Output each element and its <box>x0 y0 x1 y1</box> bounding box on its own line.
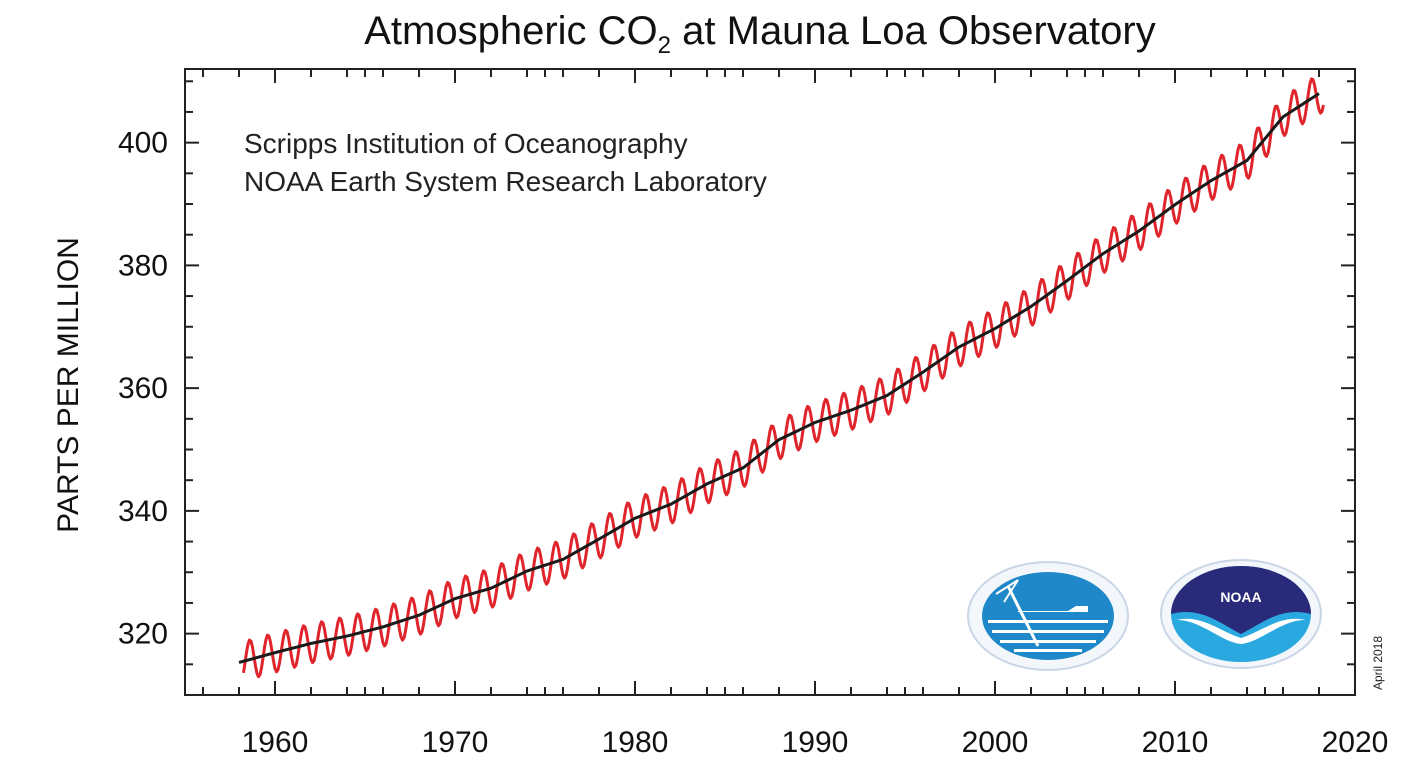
annotation-scripps: Scripps Institution of Oceanography <box>244 128 688 159</box>
chart-title: Atmospheric CO2 at Mauna Loa Observatory <box>364 9 1156 59</box>
axis-tick-labels: 1960 1970 1980 1990 2000 2010 2020 320 340 360 380… <box>118 127 1388 758</box>
y-tick-label: 360 <box>118 372 168 405</box>
x-tick-label: 2000 <box>962 726 1029 758</box>
y-tick-label: 340 <box>118 495 168 528</box>
x-tick-label: 1970 <box>422 726 489 758</box>
series-monthly-co2 <box>242 77 1325 679</box>
series-trend-co2 <box>238 92 1320 664</box>
annotation-noaa: NOAA Earth System Research Laboratory <box>244 166 767 197</box>
plot-frame <box>184 68 1356 696</box>
scripps-logo <box>967 561 1129 671</box>
y-axis-label: PARTS PER MILLION <box>52 237 85 533</box>
x-tick-label: 1960 <box>242 726 309 758</box>
y-tick-label: 380 <box>118 249 168 282</box>
noaa-logo: NOAA <box>1160 559 1322 669</box>
axis-ticks <box>184 69 1356 696</box>
noaa-logo-text: NOAA <box>1220 589 1261 605</box>
y-tick-label: 320 <box>118 618 168 651</box>
date-stamp: April 2018 <box>1371 636 1385 690</box>
x-tick-label: 1990 <box>782 726 849 758</box>
series-layer <box>238 77 1325 679</box>
x-tick-label: 2010 <box>1142 726 1209 758</box>
x-tick-label: 1980 <box>602 726 669 758</box>
x-tick-label: 2020 <box>1322 726 1389 758</box>
y-tick-label: 400 <box>118 127 168 160</box>
